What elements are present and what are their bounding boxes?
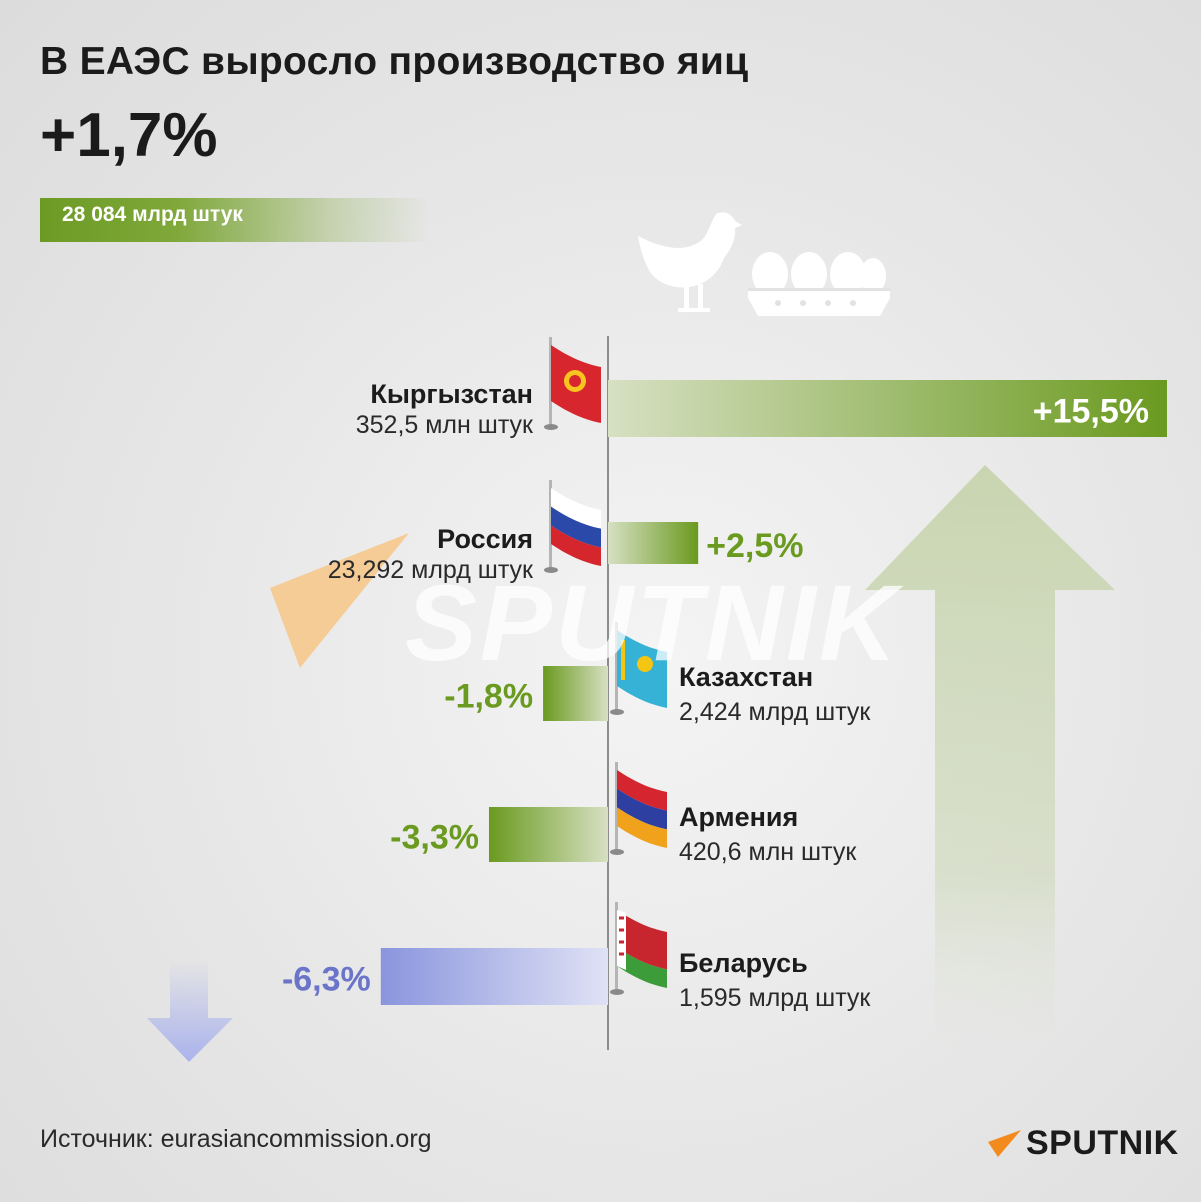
flag-belarus-icon	[610, 902, 667, 995]
country-name-russia: Россия	[437, 524, 533, 554]
page-title: В ЕАЭС выросло производство яиц	[40, 40, 749, 83]
country-amount-belarus: 1,595 млрд штук	[679, 984, 871, 1012]
bar-armenia	[488, 807, 608, 862]
up-arrow-icon	[865, 465, 1115, 1050]
value-label-belarus: -6,3%	[282, 961, 371, 999]
country-amount-kazakhstan: 2,424 млрд штук	[679, 698, 871, 726]
flag-kyrgyzstan-icon	[544, 337, 601, 430]
total-amount: 28 084 млрд штук	[62, 203, 243, 226]
value-label-armenia: -3,3%	[390, 819, 479, 857]
total-amount-bar	[40, 198, 430, 242]
country-name-kazakhstan: Казахстан	[679, 662, 813, 692]
value-label-russia: +2,5%	[706, 527, 803, 565]
bar-kazakhstan	[543, 666, 608, 721]
sputnik-logo-icon	[988, 1130, 1021, 1157]
flag-russia-icon	[544, 480, 601, 573]
bar-russia	[608, 522, 699, 564]
down-arrow-icon	[147, 960, 233, 1062]
source-note: Источник: eurasiancommission.org	[40, 1125, 432, 1153]
value-label-kazakhstan: -1,8%	[444, 678, 533, 716]
country-name-kyrgyzstan: Кыргызстан	[370, 379, 533, 409]
total-change: +1,7%	[40, 101, 218, 170]
bar-kyrgyzstan	[608, 380, 1167, 437]
value-label-kyrgyzstan: +15,5%	[1033, 393, 1149, 431]
flag-armenia-icon	[610, 762, 667, 855]
country-amount-kyrgyzstan: 352,5 млн штук	[356, 411, 534, 439]
egg-tray-icon	[748, 252, 890, 316]
country-name-belarus: Беларусь	[679, 948, 808, 978]
country-name-armenia: Армения	[679, 802, 798, 832]
country-amount-russia: 23,292 млрд штук	[328, 556, 534, 584]
flag-kazakhstan-icon	[610, 622, 667, 715]
country-amount-armenia: 420,6 млн штук	[679, 838, 857, 866]
hen-icon	[638, 212, 742, 312]
brand-logo: SPUTNIK	[1026, 1124, 1179, 1162]
bar-belarus	[380, 948, 608, 1005]
watermark: SPUTNIK	[405, 562, 901, 683]
decorative-triangle	[270, 533, 409, 668]
